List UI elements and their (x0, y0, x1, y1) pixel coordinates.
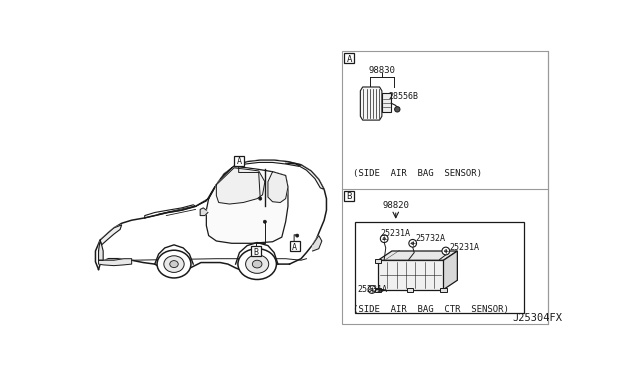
Text: B: B (346, 192, 352, 202)
Text: (SIDE  AIR  BAG  CTR  SENSOR): (SIDE AIR BAG CTR SENSOR) (353, 305, 509, 314)
Polygon shape (268, 172, 288, 202)
Bar (382, 93, 391, 112)
Circle shape (368, 286, 376, 294)
Text: 28556B: 28556B (388, 92, 418, 100)
Polygon shape (99, 259, 132, 266)
Text: 25231A: 25231A (380, 230, 410, 238)
Circle shape (263, 220, 266, 223)
Circle shape (412, 242, 414, 244)
Polygon shape (100, 225, 122, 245)
Polygon shape (206, 166, 288, 243)
Bar (355, 222, 524, 312)
Bar (375, 288, 381, 292)
Bar (344, 191, 354, 201)
Polygon shape (378, 251, 458, 260)
Polygon shape (234, 160, 301, 168)
Text: 25231A: 25231A (357, 285, 387, 294)
Polygon shape (444, 251, 458, 289)
Circle shape (259, 197, 262, 200)
Text: 25231A: 25231A (450, 243, 479, 252)
Bar (375, 259, 381, 263)
Text: A: A (292, 243, 297, 251)
Text: B: B (253, 248, 259, 257)
Text: (SIDE  AIR  BAG  SENSOR): (SIDE AIR BAG SENSOR) (353, 169, 482, 179)
Text: A: A (236, 157, 241, 166)
Ellipse shape (170, 261, 178, 267)
Circle shape (445, 250, 447, 252)
Circle shape (442, 247, 450, 255)
Circle shape (395, 107, 400, 112)
Polygon shape (200, 208, 208, 216)
Circle shape (371, 288, 373, 291)
Polygon shape (312, 235, 322, 251)
Text: J25304FX: J25304FX (513, 313, 563, 323)
Text: 25732A: 25732A (416, 234, 446, 243)
Polygon shape (378, 260, 444, 289)
Bar (342, 51, 548, 324)
Ellipse shape (157, 250, 191, 278)
Bar (440, 288, 447, 292)
Text: 98820: 98820 (382, 201, 409, 210)
Polygon shape (360, 87, 382, 120)
Bar (251, 246, 261, 256)
Circle shape (296, 234, 299, 237)
Bar (344, 53, 354, 63)
Circle shape (383, 238, 385, 240)
Text: 98830: 98830 (369, 66, 396, 75)
Ellipse shape (252, 260, 262, 268)
Circle shape (409, 240, 417, 247)
Ellipse shape (164, 256, 184, 272)
Polygon shape (99, 240, 103, 260)
Bar (234, 155, 244, 166)
Ellipse shape (238, 249, 276, 279)
Text: A: A (346, 55, 352, 64)
Ellipse shape (246, 255, 269, 273)
Polygon shape (196, 166, 234, 206)
Bar (289, 241, 300, 251)
Polygon shape (216, 168, 265, 204)
Polygon shape (285, 162, 324, 189)
Circle shape (380, 235, 388, 243)
Bar (407, 288, 413, 292)
